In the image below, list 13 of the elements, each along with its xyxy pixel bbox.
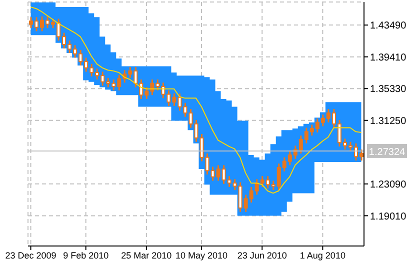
y-tick-label: 1.43490 — [370, 20, 407, 32]
x-tick-label: 23 Dec 2009 — [5, 250, 56, 260]
ref-line-label: 1.27324 — [368, 146, 406, 158]
x-tick-label: 25 Mar 2010 — [121, 250, 172, 260]
y-tick-label: 1.23090 — [370, 179, 407, 190]
y-tick-label: 1.19010 — [370, 211, 407, 222]
x-tick-label: 10 May 2010 — [175, 250, 228, 260]
x-tick-label: 1 Aug 2010 — [300, 250, 346, 260]
y-tick-label: 1.31250 — [370, 116, 407, 127]
x-tick-label: 9 Feb 2010 — [63, 250, 109, 260]
y-tick-label: 1.39410 — [370, 52, 407, 64]
y-tick-label: 1.35330 — [370, 84, 407, 96]
x-tick-label: 23 Jun 2010 — [237, 250, 287, 260]
